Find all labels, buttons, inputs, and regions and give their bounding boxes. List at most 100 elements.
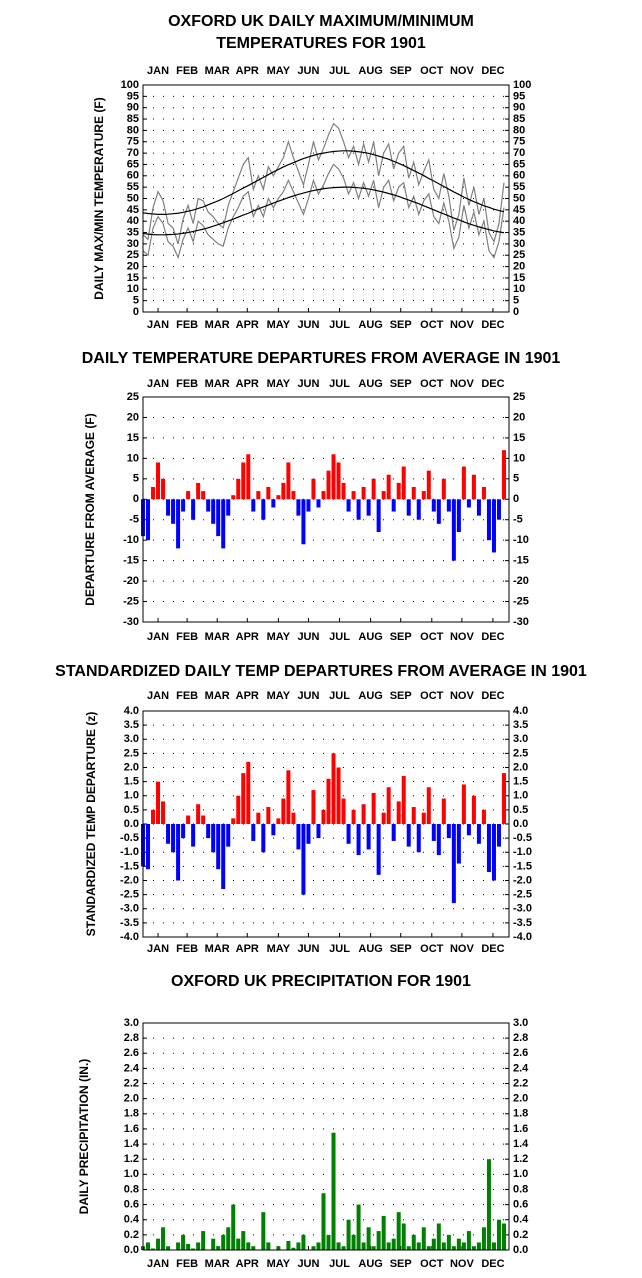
- bar: [411, 487, 416, 500]
- bar: [401, 466, 406, 500]
- bar: [351, 809, 356, 824]
- y-tick-label: 60: [127, 170, 139, 182]
- x-tick-label: MAY: [267, 319, 291, 331]
- y-tick-label: 1.2: [124, 1153, 139, 1165]
- y-tick-label: 0: [133, 306, 139, 318]
- bar: [476, 1242, 481, 1250]
- bar: [351, 1234, 356, 1250]
- y2-tick-label: 15: [513, 432, 525, 444]
- bar: [491, 824, 496, 881]
- y-tick-label: 0.0: [124, 818, 139, 830]
- bar: [301, 1234, 306, 1250]
- bar: [431, 824, 436, 841]
- bar: [381, 491, 386, 500]
- bar: [161, 1227, 166, 1250]
- x-tick-label: MAY: [267, 631, 291, 643]
- y-axis-label: STANDARDIZED TEMP DEPARTURE (z): [84, 712, 98, 937]
- y2-tick-label: 20: [513, 261, 525, 273]
- bar: [196, 1242, 201, 1250]
- y2-tick-label: -20: [513, 575, 529, 587]
- x-tick-label: JAN: [147, 943, 169, 955]
- bar: [196, 482, 201, 500]
- bar: [471, 795, 476, 824]
- bar: [421, 491, 426, 500]
- y2-tick-label: 2.6: [513, 1047, 528, 1059]
- x-tick-label: FEB: [176, 378, 198, 390]
- y-tick-label: 65: [127, 158, 139, 170]
- plot-frame: [142, 84, 510, 313]
- bar: [246, 454, 251, 500]
- y2-tick-label: 45: [513, 204, 525, 216]
- bar: [276, 818, 281, 824]
- bar: [231, 1204, 236, 1250]
- series-line: [142, 122, 505, 245]
- chart-title: TEMPERATURES FOR 1901: [216, 35, 426, 52]
- y-tick-label: 3.5: [124, 719, 139, 731]
- y-tick-label: 4.0: [124, 705, 139, 717]
- x-tick-label: AUG: [358, 943, 382, 955]
- y2-tick-label: -30: [513, 616, 529, 628]
- bar: [486, 824, 491, 873]
- bar: [276, 1246, 281, 1250]
- bar: [481, 487, 486, 500]
- y-tick-label: -4.0: [120, 931, 139, 943]
- y-tick-label: -15: [123, 555, 139, 567]
- x-tick-label: JUN: [297, 943, 319, 955]
- x-tick-label: SEP: [390, 943, 412, 955]
- bar: [456, 499, 461, 532]
- x-tick-label: NOV: [450, 1258, 475, 1270]
- plot-frame: [142, 1022, 510, 1251]
- bar: [416, 1242, 421, 1250]
- bar: [261, 1212, 266, 1250]
- y-tick-label: 2.2: [124, 1077, 139, 1089]
- bar: [171, 824, 176, 853]
- bar: [501, 1223, 506, 1250]
- bar: [346, 1219, 351, 1250]
- y2-tick-label: 0.0: [513, 1244, 528, 1256]
- x-tick-label: FEB: [176, 65, 198, 77]
- y-tick-label: 1.6: [124, 1123, 139, 1135]
- y-tick-label: 85: [127, 113, 139, 125]
- bar: [216, 1246, 221, 1250]
- x-tick-label: MAR: [205, 690, 230, 702]
- bar: [366, 824, 371, 850]
- bar: [326, 1234, 331, 1250]
- bar: [251, 1246, 256, 1250]
- x-tick-label: AUG: [358, 1258, 382, 1270]
- y2-tick-label: 0.6: [513, 1199, 528, 1211]
- x-tick-label: OCT: [420, 378, 444, 390]
- bar: [486, 499, 491, 541]
- bar: [461, 1242, 466, 1250]
- bar: [441, 1242, 446, 1250]
- y-tick-label: -3.0: [120, 903, 139, 915]
- y-tick-label: 45: [127, 204, 139, 216]
- bar: [226, 1227, 231, 1250]
- bar: [231, 818, 236, 824]
- bar: [251, 824, 256, 841]
- bar: [446, 499, 451, 512]
- y2-tick-label: 10: [513, 283, 525, 295]
- bar: [336, 1242, 341, 1250]
- bar: [456, 1238, 461, 1250]
- y-tick-label: 90: [127, 102, 139, 114]
- y2-tick-label: -1.5: [513, 860, 532, 872]
- x-tick-label: MAY: [267, 65, 291, 77]
- y2-tick-label: -3.0: [513, 903, 532, 915]
- bar: [221, 824, 226, 889]
- y-tick-label: -0.5: [120, 832, 139, 844]
- bar: [206, 824, 211, 839]
- y-tick-label: 0.0: [124, 1244, 139, 1256]
- y-tick-label: 5: [133, 295, 139, 307]
- bar: [391, 1238, 396, 1250]
- x-tick-label: JUL: [329, 1258, 350, 1270]
- chart-title: OXFORD UK PRECIPITATION FOR 1901: [171, 973, 471, 990]
- x-tick-label: OCT: [420, 690, 444, 702]
- y2-tick-label: 55: [513, 181, 525, 193]
- y2-tick-label: 50: [513, 192, 525, 204]
- y-tick-label: 50: [127, 192, 139, 204]
- bar: [201, 1231, 206, 1250]
- bar: [266, 487, 271, 500]
- y2-tick-label: -25: [513, 595, 529, 607]
- bar: [341, 1246, 346, 1250]
- x-tick-label: OCT: [420, 319, 444, 331]
